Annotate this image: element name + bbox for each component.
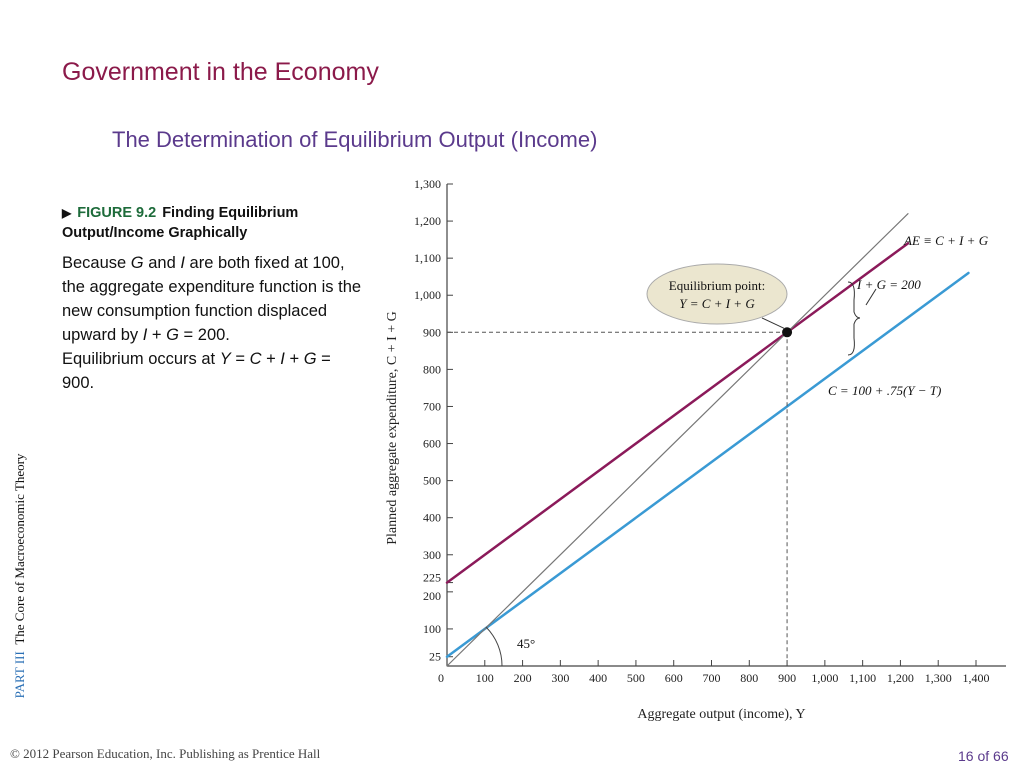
equilibrium-callout [646,263,788,325]
consumption-line-label: C = 100 + .75(Y − T) [828,383,941,398]
x-tick-label: 200 [514,671,532,685]
x-tick-label: 1,100 [849,671,876,685]
y-tick-label: 200 [423,589,441,603]
diagonal-45-line [446,213,909,667]
ae-line-label: AE ≡ C + I + G [903,233,989,248]
y-tick-label: 100 [423,622,441,636]
y-tick-label: 900 [423,325,441,339]
figure-title: Finding Equilibrium Output/Income Graphi… [62,205,299,241]
x-tick-label: 1,200 [887,671,914,685]
y-tick-label: 1,300 [414,177,441,191]
figure-description: Because G and I are both fixed at 100, t… [62,251,362,395]
y-tick-label: 700 [423,399,441,413]
gap-label-pointer [865,288,877,306]
gap-brace [847,281,861,356]
x-tick-label: 0 [438,671,444,685]
equilibrium-callout-pointer [761,317,785,329]
x-tick-label: 900 [778,671,796,685]
y-axis-title: Planned aggregate expenditure, C + I + G [385,311,400,545]
y-tick-label: 500 [423,474,441,488]
figure-caption: ▶ FIGURE 9.2 Finding Equilibrium Output/In… [62,203,362,243]
description-paragraph-2: Equilibrium occurs at Y = C + I + G = 90… [62,350,331,392]
description-paragraph-1: Because G and I are both fixed at 100, t… [62,254,362,344]
x-tick-label: 100 [476,671,494,685]
x-tick-label: 700 [703,671,721,685]
y-tick-label: 1,100 [414,251,441,265]
figure-number: FIGURE 9.2 [77,205,157,221]
x-tick-label: 1,400 [963,671,990,685]
equilibrium-label-line-1: Equilibrium point: [669,278,765,293]
y-tick-label: 25 [429,650,441,664]
x-tick-label: 1,000 [811,671,838,685]
x-tick-label: 500 [627,671,645,685]
equilibrium-point [782,327,793,338]
triangle-bullet-icon: ▶ [62,206,72,220]
x-tick-label: 800 [740,671,758,685]
y-tick-label: 300 [423,548,441,562]
x-tick-label: 400 [589,671,607,685]
y-tick-label: 1,200 [414,214,441,228]
gap-label: I + G = 200 [856,277,921,292]
x-tick-label: 300 [551,671,569,685]
slide-subtitle: The Determination of Equilibrium Output … [112,127,598,152]
angle-arc [485,626,503,667]
x-axis-title: Aggregate output (income), Y [637,707,805,722]
slide-title: Government in the Economy [62,58,379,86]
x-tick-label: 1,300 [925,671,952,685]
y-tick-label: 600 [423,437,441,451]
equilibrium-label-line-2: Y = C + I + G [679,296,755,311]
y-tick-label: 800 [423,362,441,376]
y-tick-label: 400 [423,511,441,525]
ae-line [445,242,910,584]
angle-label: 45° [517,636,535,651]
consumption-line [445,271,970,658]
y-tick-label: 1,000 [414,288,441,302]
page-number: 16 of 66 [958,748,1009,764]
y-tick-label: 225 [423,571,441,585]
copyright-footer: © 2012 Pearson Education, Inc. Publishin… [10,746,321,761]
x-tick-label: 600 [665,671,683,685]
